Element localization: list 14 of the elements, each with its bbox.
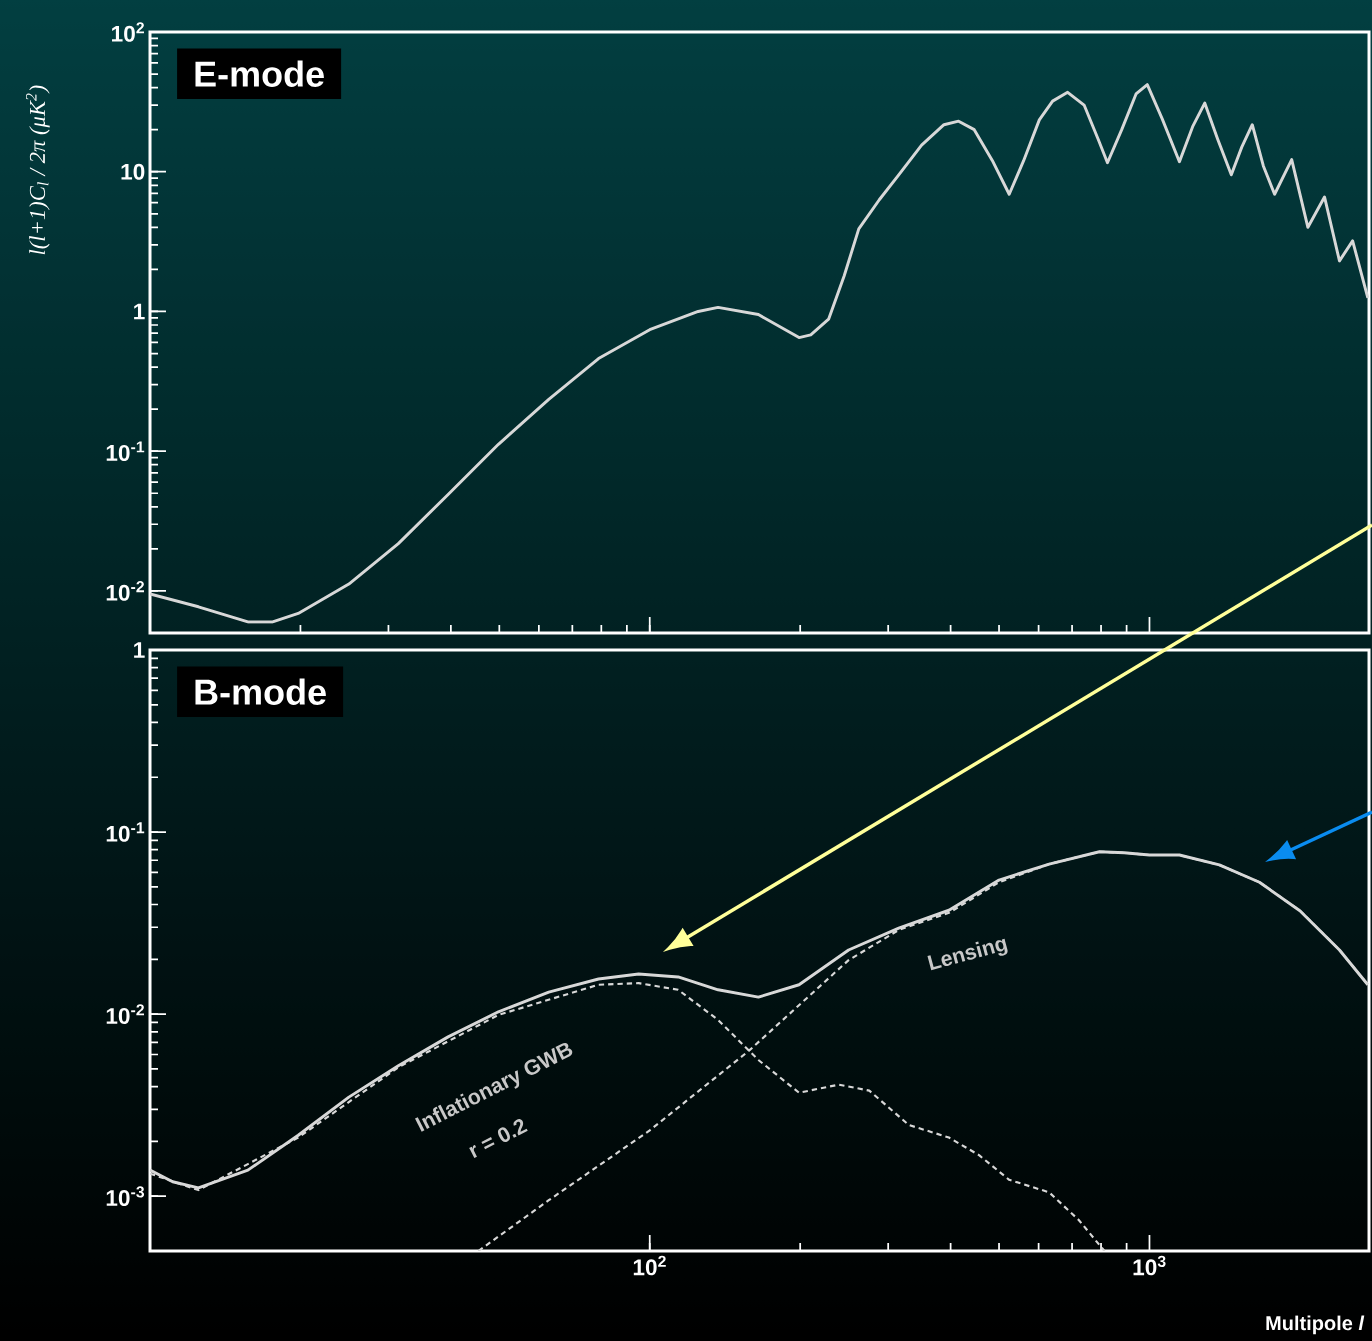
y-tick-label: 10$^{-2}$ xyxy=(106,1004,144,1024)
x-axis-title: Multipole l xyxy=(1266,1315,1365,1335)
y-axis-title: l(l+1)C$_{l}$ / 2π (μK$^{2}$) xyxy=(26,85,50,255)
y-tick-label: 10 xyxy=(121,163,145,180)
y-tick-label: 10$^{-2}$ xyxy=(106,581,144,601)
y-tick-label: 10$^{-1}$ xyxy=(106,822,145,842)
y-tick-label: 10$^{2}$ xyxy=(112,22,144,42)
y-tick-label: 10$^{-3}$ xyxy=(106,1186,145,1207)
text: E-mode xyxy=(195,60,324,87)
y-tick-label: 10$^{-1}$ xyxy=(106,441,145,461)
text: B-mode xyxy=(195,678,326,705)
y-tick-label: 1 xyxy=(134,303,145,320)
x-tick-label: 10$^{3}$ xyxy=(1133,1255,1166,1276)
y-tick-label: 1 xyxy=(134,642,145,658)
